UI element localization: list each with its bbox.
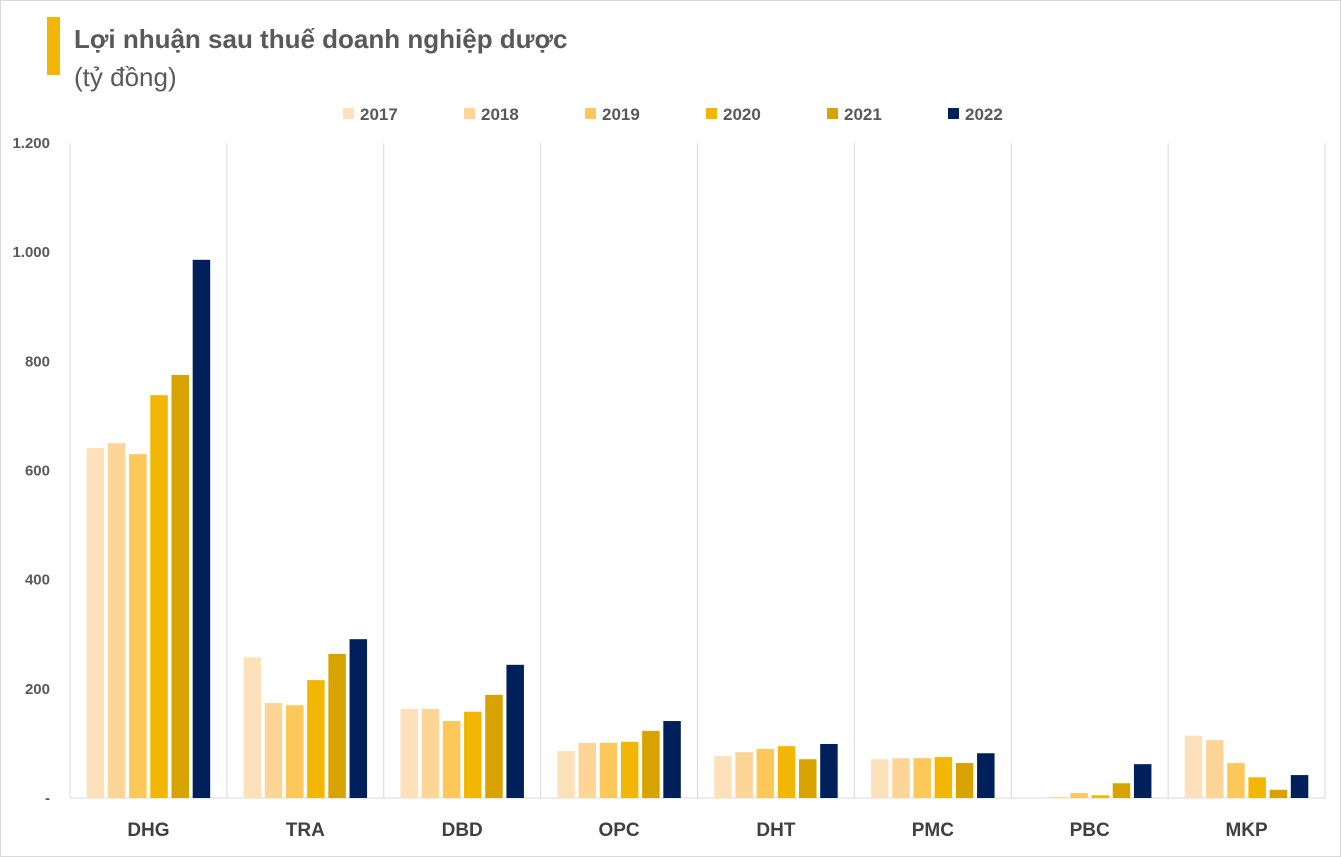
bar-DHT-2020: [777, 746, 796, 798]
y-tick-label: -: [45, 790, 50, 807]
y-tick-label: 1.000: [12, 244, 50, 261]
legend-swatch-2017: [343, 108, 354, 119]
bar-MKP-2021: [1269, 789, 1288, 798]
legend-swatch-2021: [827, 108, 838, 119]
y-tick-label: 400: [25, 572, 50, 589]
x-tick-label: PMC: [912, 820, 955, 841]
x-tick-label: PBC: [1070, 820, 1110, 841]
legend-swatch-2018: [464, 108, 475, 119]
x-tick-label: MKP: [1225, 820, 1268, 841]
bar-PMC-2017: [871, 759, 889, 798]
title-accent-bar: [47, 17, 60, 75]
bar-PMC-2022: [977, 753, 995, 798]
y-tick-label: 1.200: [12, 135, 50, 152]
bar-DHT-2017: [714, 755, 732, 798]
x-tick-label: DHT: [756, 820, 795, 841]
bar-DHG-2017: [86, 448, 105, 798]
bar-PBC-2019: [1070, 793, 1088, 798]
bar-MKP-2018: [1206, 740, 1224, 798]
bar-PBC-2018: [1049, 796, 1067, 798]
bar-PMC-2018: [892, 758, 910, 798]
legend-label-2022: 2022: [965, 105, 1003, 124]
bar-DBD-2019: [442, 721, 461, 798]
x-tick-label: DHG: [127, 820, 169, 841]
chart-title: Lợi nhuận sau thuế doanh nghiệp dược: [74, 24, 568, 54]
bar-PMC-2020: [934, 757, 953, 798]
bar-OPC-2021: [642, 730, 660, 798]
y-tick-label: 800: [25, 353, 50, 370]
bar-OPC-2022: [663, 721, 681, 798]
bar-OPC-2020: [620, 741, 639, 798]
bar-PBC-2022: [1133, 764, 1152, 798]
legend-label-2021: 2021: [844, 105, 882, 124]
bar-MKP-2022: [1290, 775, 1309, 798]
legend-swatch-2022: [948, 108, 959, 119]
x-tick-label: OPC: [598, 820, 639, 841]
bar-DBD-2020: [464, 711, 482, 798]
bar-TRA-2019: [285, 705, 304, 798]
bar-MKP-2017: [1184, 735, 1203, 798]
legend-label-2019: 2019: [602, 105, 640, 124]
bar-OPC-2018: [578, 742, 597, 798]
bar-TRA-2020: [307, 680, 325, 798]
legend-swatch-2019: [585, 108, 596, 119]
y-tick-label: 600: [25, 463, 50, 480]
x-tick-label: TRA: [286, 820, 325, 841]
legend-swatch-2020: [706, 108, 717, 119]
legend-label-2017: 2017: [360, 105, 398, 124]
bar-OPC-2019: [599, 742, 618, 798]
bar-DHT-2022: [820, 743, 838, 798]
bar-PBC-2021: [1112, 783, 1131, 798]
bar-TRA-2018: [264, 703, 283, 798]
bar-DBD-2017: [400, 709, 418, 798]
bar-TRA-2022: [349, 639, 368, 798]
bar-DHT-2019: [756, 748, 775, 798]
bar-OPC-2017: [557, 751, 575, 798]
bar-DBD-2022: [506, 664, 524, 798]
legend-label-2018: 2018: [481, 105, 519, 124]
legend-label-2020: 2020: [723, 105, 761, 124]
bar-PBC-2020: [1091, 795, 1110, 798]
bar-DBD-2021: [485, 694, 503, 798]
bar-DHG-2020: [150, 395, 168, 798]
bar-TRA-2021: [328, 653, 346, 798]
bar-MKP-2019: [1227, 763, 1245, 798]
bar-PMC-2021: [955, 763, 974, 798]
bar-DHG-2021: [171, 374, 189, 798]
x-tick-label: DBD: [442, 820, 483, 841]
bar-DBD-2018: [421, 709, 440, 798]
bar-DHG-2022: [192, 259, 211, 798]
chart-subtitle: (tỷ đồng): [74, 62, 177, 92]
bar-TRA-2017: [243, 657, 262, 798]
bar-DHG-2018: [107, 443, 126, 798]
bar-DHT-2021: [798, 759, 817, 798]
bar-MKP-2020: [1248, 777, 1266, 798]
y-tick-label: 200: [25, 681, 50, 698]
bar-DHG-2019: [129, 454, 147, 798]
bar-DHT-2018: [735, 752, 753, 798]
bar-PMC-2019: [913, 758, 931, 798]
